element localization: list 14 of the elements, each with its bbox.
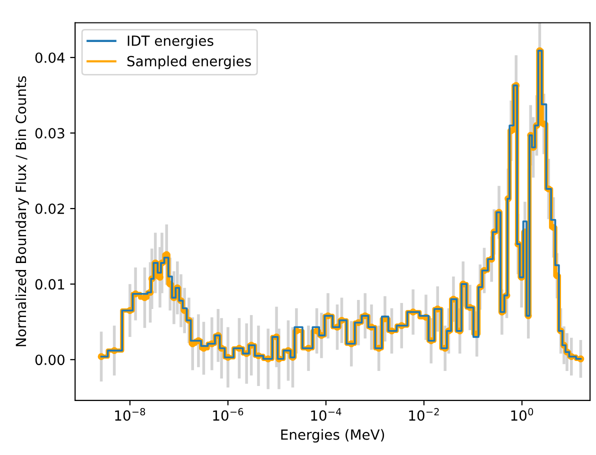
y-tick-label: 0.00 xyxy=(35,354,64,366)
legend-label: Sampled energies xyxy=(127,56,251,70)
x-tick-label: 10$^{0}$ xyxy=(511,408,534,421)
x-tick-label: 10$^{−8}$ xyxy=(115,408,146,421)
y-tick-label: 0.02 xyxy=(35,204,64,214)
y-tick-label: 0.03 xyxy=(35,128,64,138)
x-tick-label: 10$^{−6}$ xyxy=(213,408,244,421)
y-axis-title: Normalized Boundary Flux / Bin Counts xyxy=(15,76,29,346)
x-axis-title: Energies (MeV) xyxy=(281,429,384,443)
y-tick-label: 0.04 xyxy=(35,52,65,63)
x-tick-label: 10$^{−2}$ xyxy=(409,408,439,421)
y-tick-label: 0.01 xyxy=(35,279,64,290)
legend-label: IDT energies xyxy=(128,35,214,49)
x-tick-label: 10$^{−4}$ xyxy=(311,408,342,421)
